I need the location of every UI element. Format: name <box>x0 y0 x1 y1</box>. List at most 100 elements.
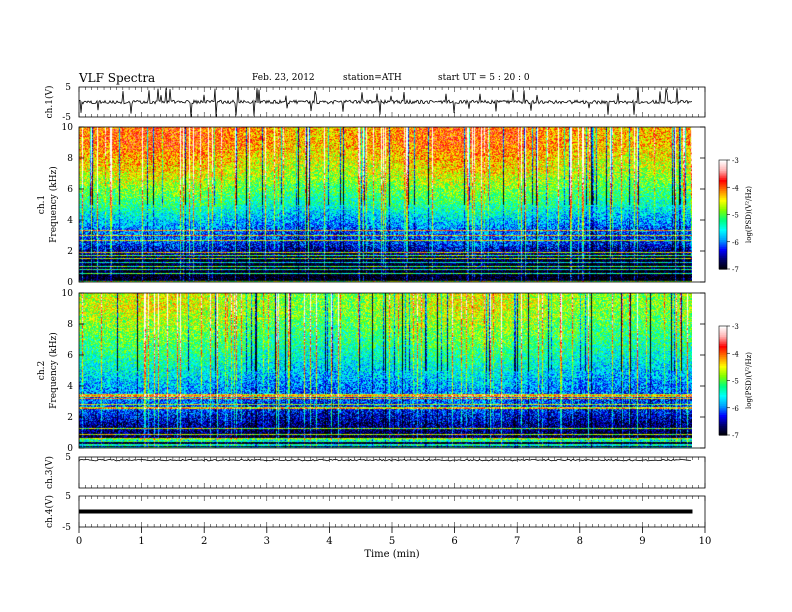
chart-title: VLF Spectra <box>79 71 156 85</box>
y-axis-channel-label: ch.2 <box>37 361 47 380</box>
colorbar-segment <box>719 418 727 422</box>
colorbar-tick-label: -3 <box>732 323 739 331</box>
colorbar-segment <box>719 218 727 221</box>
y-tick-label: 6 <box>67 185 73 195</box>
colorbar-segment <box>719 160 727 163</box>
x-tick-label: 4 <box>326 536 332 547</box>
colorbar-tick-label: -5 <box>732 378 739 386</box>
colorbar-segment <box>719 250 727 254</box>
colorbar-segment <box>719 241 727 245</box>
colorbar-segment <box>719 232 727 236</box>
colorbar-label: log(PSD)(V²/Hz) <box>745 186 753 243</box>
colorbar-segment <box>719 239 727 243</box>
ch1-waveform-frame <box>78 86 706 118</box>
colorbar-tick-label: -6 <box>732 239 739 247</box>
colorbar-segment <box>719 425 727 429</box>
colorbar-segment <box>719 245 727 248</box>
colorbar-segment <box>719 190 727 194</box>
date-label: Feb. 23, 2012 <box>252 73 315 83</box>
colorbar-segment <box>719 351 727 354</box>
colorbar-segment <box>719 223 727 226</box>
colorbar-segment <box>719 404 727 407</box>
colorbar-segment <box>719 196 727 199</box>
x-tick-label: 7 <box>514 536 520 547</box>
colorbar-tick-label: -4 <box>732 184 739 192</box>
ch2-spectrogram-frame <box>78 292 706 449</box>
colorbar-segment <box>719 422 727 425</box>
ch3-waveform-line <box>78 458 692 462</box>
colorbar-segment <box>719 431 727 434</box>
colorbar-segment <box>719 267 727 270</box>
colorbar-segment <box>719 364 727 367</box>
colorbar-segment <box>719 360 727 363</box>
y-tick-label: 6 <box>67 351 73 361</box>
colorbar-tick-label: -3 <box>732 157 739 165</box>
colorbar-segment <box>719 413 727 416</box>
colorbar-segment <box>719 243 727 246</box>
colorbar-segment <box>719 398 727 402</box>
y-tick-label: 10 <box>62 123 74 133</box>
colorbar-segment <box>719 181 727 185</box>
colorbar-segment <box>719 261 727 265</box>
y-tick-label: 10 <box>62 289 74 299</box>
colorbar-segment <box>719 365 727 369</box>
x-tick-label: 0 <box>76 536 82 547</box>
colorbar-segment <box>719 194 727 197</box>
colorbar-segment <box>719 356 727 360</box>
colorbar-tick-label: -7 <box>732 266 739 274</box>
colorbar-segment <box>719 216 727 219</box>
colorbar-segment <box>719 225 727 228</box>
colorbar-segment <box>719 236 727 239</box>
colorbar-segment <box>719 230 727 234</box>
ch1-spectrogram-image <box>79 127 692 282</box>
y-tick-label: 8 <box>67 154 73 164</box>
colorbar-segment <box>719 189 727 192</box>
x-tick-label: 8 <box>577 536 583 547</box>
colorbar-segment <box>719 331 727 334</box>
colorbar-segment <box>719 252 727 256</box>
colorbar-segment <box>719 387 727 391</box>
station-label: station=ATH <box>343 73 402 83</box>
colorbar-segment <box>719 338 727 342</box>
y-tick-label: 4 <box>67 382 73 392</box>
colorbar-segment <box>719 429 727 432</box>
colorbar-segment <box>719 402 727 405</box>
colorbar-segment <box>719 169 727 172</box>
colorbar-tick-label: -4 <box>732 350 739 358</box>
colorbar-segment <box>719 170 727 174</box>
colorbar-segment <box>719 333 727 336</box>
colorbar-segment <box>719 172 727 176</box>
colorbar-segment <box>719 183 727 187</box>
colorbar-segment <box>719 258 727 261</box>
colorbar-segment <box>719 385 727 389</box>
colorbar-segment <box>719 355 727 358</box>
colorbar-segment <box>719 234 727 237</box>
y-axis-label: ch.3(V) <box>44 456 55 489</box>
colorbar-segment <box>719 358 727 362</box>
colorbar-segment <box>719 263 727 266</box>
colorbar-segment <box>719 256 727 259</box>
y-tick-label: -5 <box>62 113 71 123</box>
colorbar-segment <box>719 367 727 371</box>
colorbar-segment <box>719 382 727 385</box>
colorbar-segment <box>719 409 727 412</box>
colorbar-segment <box>719 203 727 207</box>
ch1-waveform-line <box>78 87 693 117</box>
colorbar-segment <box>719 265 727 268</box>
colorbar-segment <box>719 207 727 210</box>
y-axis-label: ch.4(V) <box>44 495 55 528</box>
colorbar-segment <box>719 163 727 167</box>
colorbar-tick-label: -6 <box>732 405 739 413</box>
colorbar-segment <box>719 340 727 343</box>
colorbar-tick-label: -5 <box>732 212 739 220</box>
y-axis-label: ch.1(V) <box>44 86 55 119</box>
x-tick-label: 6 <box>451 536 457 547</box>
colorbar-segment <box>719 384 727 387</box>
colorbar-segment <box>719 179 727 183</box>
colorbar-segment <box>719 396 727 400</box>
colorbar-segment <box>719 199 727 203</box>
colorbar-segment <box>719 335 727 338</box>
colorbar-segment <box>719 424 727 427</box>
colorbar-segment <box>719 198 727 201</box>
colorbar-segment <box>719 178 727 181</box>
